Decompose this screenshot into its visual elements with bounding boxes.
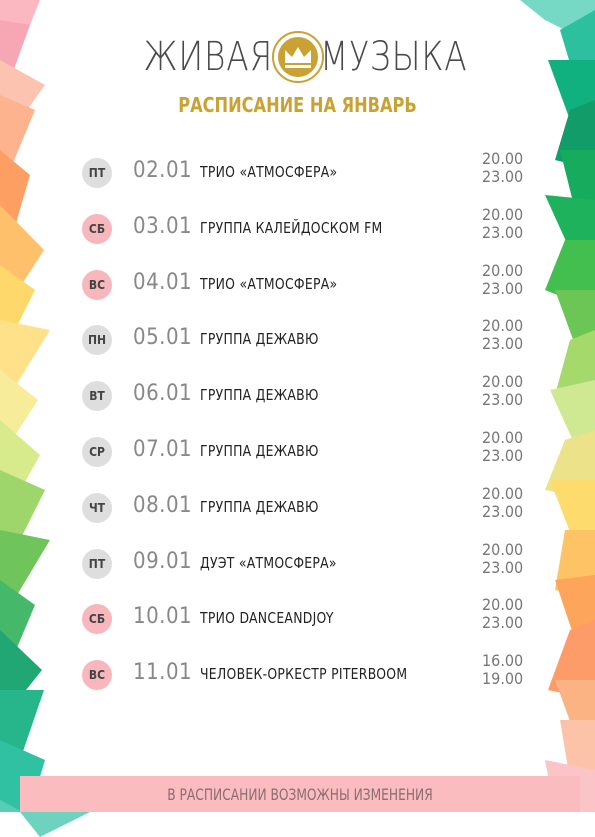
- start-time: 20.00: [482, 261, 524, 280]
- event-title: ЧЕЛОВЕК-ОРКЕСТР PITERBOOM: [200, 665, 408, 683]
- event-title: ГРУППА ДЕЖАВЮ: [200, 330, 319, 348]
- start-time: 20.00: [482, 428, 524, 447]
- event-title: ТРИО «АТМОСФЕРА»: [200, 275, 338, 293]
- end-time: 23.00: [482, 167, 524, 186]
- end-time: 23.00: [482, 334, 524, 353]
- schedule-row: СБ 10.01 ТРИО DANCEANDJOY 20.00 23.00: [0, 595, 595, 641]
- event-date: 10.01: [133, 604, 193, 629]
- event-title: ТРИО DANCEANDJOY: [200, 609, 334, 627]
- schedule-row: ВС 04.01 ТРИО «АТМОСФЕРА» 20.00 23.00: [0, 261, 595, 307]
- event-date: 08.01: [133, 493, 193, 518]
- schedule-row: ЧТ 08.01 ГРУППА ДЕЖАВЮ 20.00 23.00: [0, 484, 595, 530]
- day-badge: ВТ: [82, 381, 112, 411]
- event-title: ГРУППА ДЕЖАВЮ: [200, 498, 319, 516]
- start-time: 20.00: [482, 372, 524, 391]
- start-time: 20.00: [482, 595, 524, 614]
- event-date: 05.01: [133, 325, 193, 350]
- event-title: ГРУППА КАЛЕЙДОСКОМ FM: [200, 219, 383, 237]
- end-time: 23.00: [482, 613, 524, 632]
- day-badge: СР: [82, 437, 112, 467]
- title-left-word: ЖИВАЯ: [143, 34, 273, 80]
- day-badge: ПТ: [82, 549, 112, 579]
- event-date: 06.01: [133, 381, 193, 406]
- day-badge: ПТ: [82, 158, 112, 188]
- day-badge: ВС: [82, 270, 112, 300]
- event-date: 03.01: [133, 214, 193, 239]
- schedule-row: ПН 05.01 ГРУППА ДЕЖАВЮ 20.00 23.00: [0, 316, 595, 362]
- day-badge: СБ: [82, 214, 112, 244]
- start-time: 20.00: [482, 205, 524, 224]
- day-badge: ЧТ: [82, 493, 112, 523]
- event-date: 04.01: [133, 270, 193, 295]
- start-time: 20.00: [482, 316, 524, 335]
- start-time: 20.00: [482, 540, 524, 559]
- end-time: 19.00: [482, 669, 524, 688]
- day-badge: СБ: [82, 604, 112, 634]
- start-time: 20.00: [482, 484, 524, 503]
- schedule-row: СР 07.01 ГРУППА ДЕЖАВЮ 20.00 23.00: [0, 428, 595, 474]
- end-time: 23.00: [482, 446, 524, 465]
- end-time: 23.00: [482, 390, 524, 409]
- schedule-row: ПТ 09.01 ДУЭТ «АТМОСФЕРА» 20.00 23.00: [0, 540, 595, 586]
- day-badge: ПН: [82, 325, 112, 355]
- event-date: 02.01: [133, 158, 193, 183]
- event-date: 07.01: [133, 437, 193, 462]
- page-subtitle: РАСПИСАНИЕ НА ЯНВАРЬ: [178, 93, 417, 117]
- event-title: ДУЭТ «АТМОСФЕРА»: [200, 554, 337, 572]
- day-badge: ВС: [82, 660, 112, 690]
- event-date: 09.01: [133, 549, 193, 574]
- end-time: 23.00: [482, 558, 524, 577]
- event-title: ТРИО «АТМОСФЕРА»: [200, 163, 338, 181]
- schedule-row: ВТ 06.01 ГРУППА ДЕЖАВЮ 20.00 23.00: [0, 372, 595, 418]
- crown-logo-icon: [271, 30, 325, 84]
- schedule-row: СБ 03.01 ГРУППА КАЛЕЙДОСКОМ FM 20.00 23.…: [0, 205, 595, 251]
- start-time: 16.00: [482, 651, 524, 670]
- schedule-row: ВС 11.01 ЧЕЛОВЕК-ОРКЕСТР PITERBOOM 16.00…: [0, 651, 595, 697]
- event-date: 11.01: [133, 660, 193, 685]
- end-time: 23.00: [482, 502, 524, 521]
- end-time: 23.00: [482, 223, 524, 242]
- end-time: 23.00: [482, 279, 524, 298]
- start-time: 20.00: [482, 149, 524, 168]
- event-title: ГРУППА ДЕЖАВЮ: [200, 442, 319, 460]
- event-title: ГРУППА ДЕЖАВЮ: [200, 386, 319, 404]
- footer-banner: В РАСПИСАНИИ ВОЗМОЖНЫ ИЗМЕНЕНИЯ: [20, 776, 580, 812]
- schedule-row: ПТ 02.01 ТРИО «АТМОСФЕРА» 20.00 23.00: [0, 149, 595, 195]
- header: ЖИВАЯ МУЗЫКА: [0, 30, 595, 90]
- footer-note: В РАСПИСАНИИ ВОЗМОЖНЫ ИЗМЕНЕНИЯ: [167, 785, 433, 804]
- title-right-word: МУЗЫКА: [320, 34, 468, 80]
